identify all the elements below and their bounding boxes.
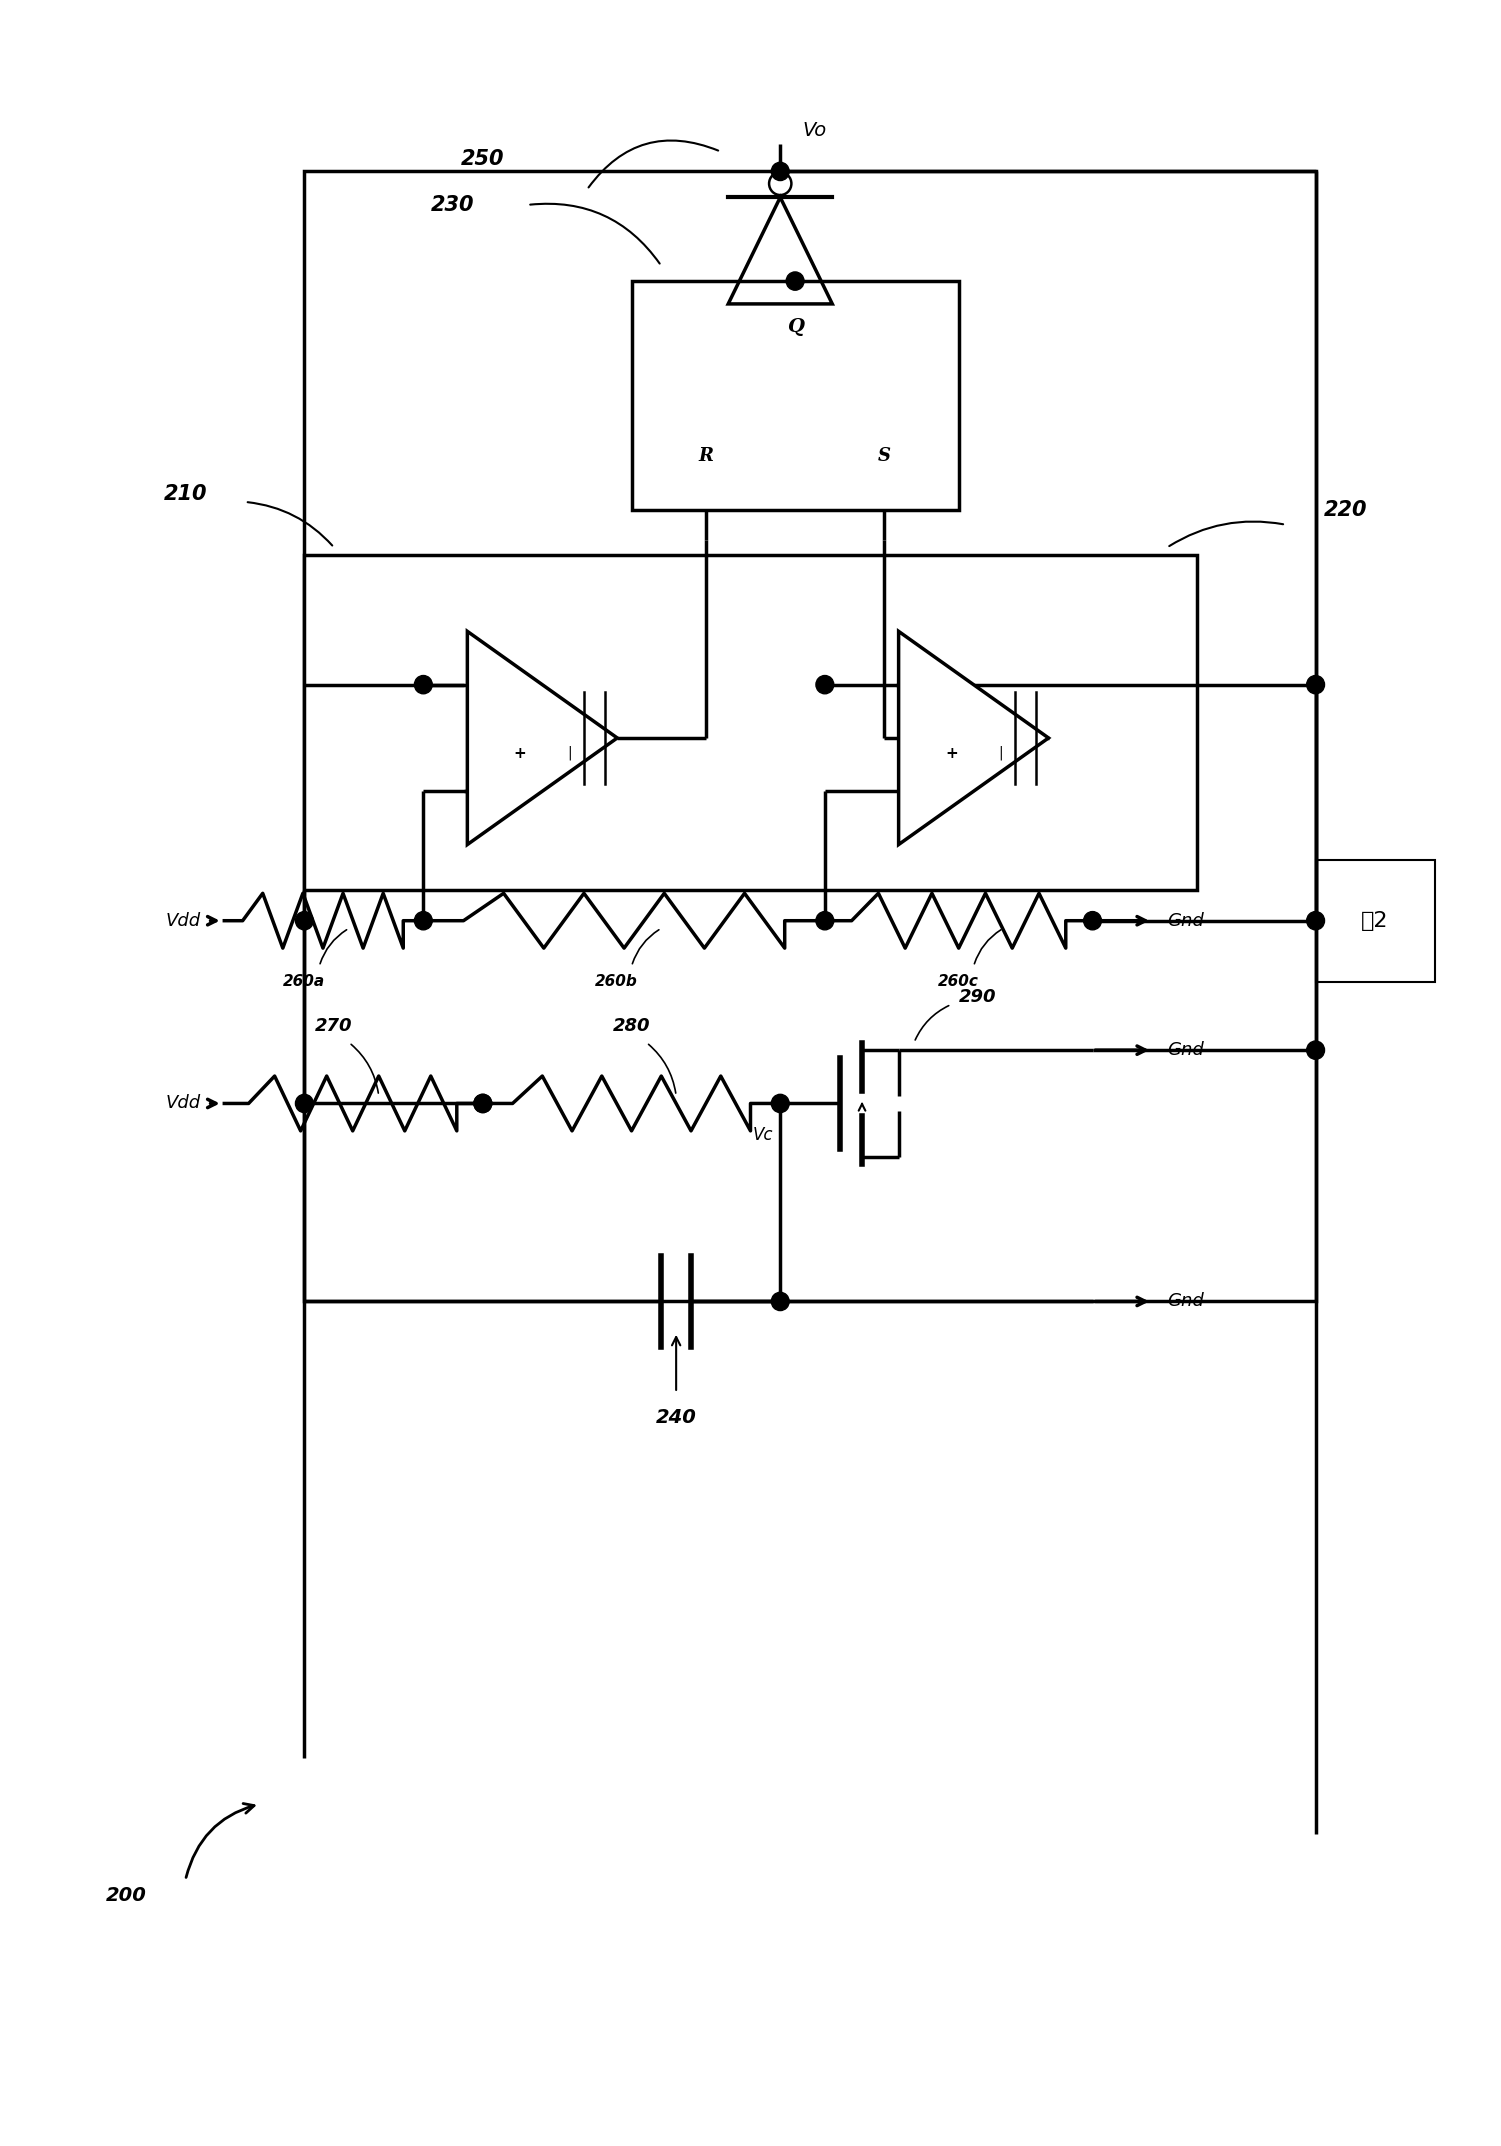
- Text: 280: 280: [612, 1017, 650, 1034]
- Circle shape: [1307, 912, 1324, 929]
- Circle shape: [1307, 1041, 1324, 1060]
- Text: |: |: [998, 747, 1003, 760]
- Text: 230: 230: [431, 195, 474, 215]
- Circle shape: [474, 1094, 492, 1112]
- Text: 210: 210: [164, 485, 207, 504]
- Text: 290: 290: [959, 987, 997, 1006]
- Text: 200: 200: [105, 1886, 147, 1906]
- Circle shape: [296, 912, 314, 929]
- Text: 260c: 260c: [938, 974, 979, 989]
- Text: 220: 220: [1324, 500, 1367, 519]
- Text: Vdd: Vdd: [165, 1094, 200, 1112]
- Text: Gnd: Gnd: [1166, 1041, 1204, 1060]
- Bar: [632, 281, 959, 509]
- Text: 图2: 图2: [1361, 910, 1388, 931]
- Text: Vo: Vo: [803, 120, 827, 139]
- Text: Gnd: Gnd: [1166, 912, 1204, 929]
- Text: 260a: 260a: [284, 974, 326, 989]
- Circle shape: [817, 912, 833, 929]
- Circle shape: [414, 912, 432, 929]
- Text: 250: 250: [461, 150, 504, 170]
- Text: |: |: [567, 747, 572, 760]
- Text: Gnd: Gnd: [1166, 1292, 1204, 1311]
- Circle shape: [296, 1094, 314, 1112]
- Polygon shape: [467, 631, 617, 846]
- Text: 270: 270: [315, 1017, 353, 1034]
- Bar: [305, 172, 1315, 1300]
- Polygon shape: [899, 631, 1049, 846]
- Circle shape: [1307, 676, 1324, 693]
- Text: 260b: 260b: [596, 974, 638, 989]
- Circle shape: [772, 1292, 790, 1311]
- Text: Vc: Vc: [752, 1127, 773, 1144]
- Text: Vdd: Vdd: [165, 912, 200, 929]
- Bar: [1315, 861, 1435, 981]
- Text: 240: 240: [656, 1408, 696, 1427]
- Circle shape: [772, 1094, 790, 1112]
- Text: Q: Q: [787, 318, 803, 335]
- Circle shape: [414, 676, 432, 693]
- Text: +: +: [946, 745, 958, 760]
- Circle shape: [1084, 912, 1102, 929]
- Text: R: R: [698, 446, 713, 466]
- Circle shape: [787, 273, 805, 290]
- Circle shape: [772, 163, 790, 180]
- Text: +: +: [513, 745, 527, 760]
- Text: S: S: [878, 446, 890, 466]
- Bar: [305, 556, 1196, 891]
- Circle shape: [474, 1094, 492, 1112]
- Circle shape: [817, 676, 833, 693]
